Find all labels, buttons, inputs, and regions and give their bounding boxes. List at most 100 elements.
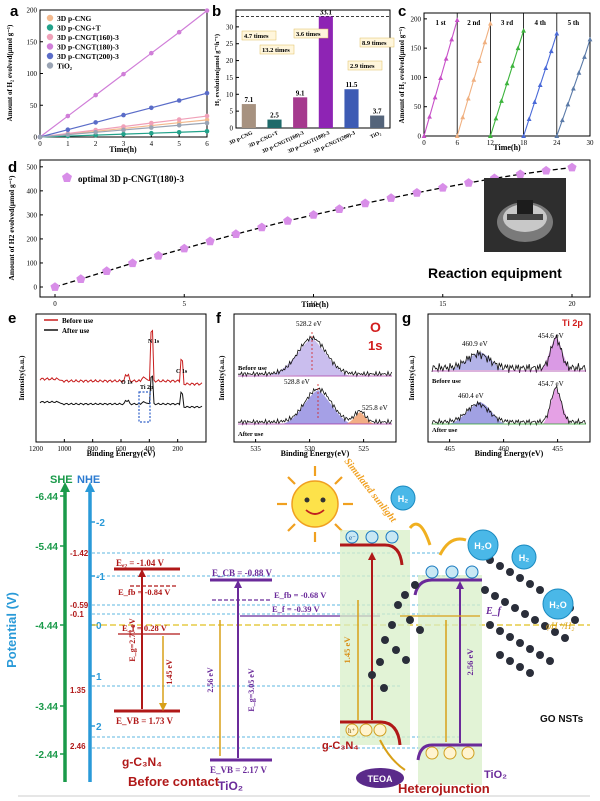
panel-e-before-curve — [39, 329, 203, 386]
panel-d-point — [283, 216, 293, 225]
panel-g-before-curve — [431, 334, 586, 373]
panel-e-xtick-label: 200 — [172, 445, 183, 453]
panel-b-value-label: 2.5 — [270, 112, 279, 120]
panel-d-legend-marker — [62, 172, 72, 182]
panel-b-value-label: 9.1 — [296, 89, 305, 97]
panel-a-ytick-label: 150 — [27, 38, 38, 46]
panel-b-annotation: 8.9 times — [362, 40, 387, 47]
h2o-arrow — [438, 537, 467, 556]
sunlight-label: Simulated sunlight — [342, 456, 399, 525]
go-nanosheets — [368, 556, 579, 692]
h2o-bubble-2: H₂O — [542, 588, 574, 620]
panel-c-point — [565, 101, 571, 107]
panel-e-xtick-label: 1000 — [57, 445, 72, 453]
panel-d-point — [76, 274, 86, 283]
panel-c-xtick-label: 30 — [587, 139, 595, 147]
nhe-tick-label: 0 — [96, 621, 102, 632]
panel-a-ytick-label: 100 — [27, 70, 38, 78]
panel-b-category-label: TiO₂ — [369, 130, 382, 140]
panel-a-point — [176, 129, 182, 135]
panel-b-bar — [344, 89, 359, 128]
panel-c-point — [454, 17, 460, 23]
teoa-label: TEOA — [367, 774, 393, 784]
panel-a-point — [176, 98, 182, 103]
panel-a-point — [204, 117, 210, 123]
panel-a-point — [149, 105, 154, 111]
hetero-tio2-vb — [416, 743, 482, 761]
panel-a-legend-label: TiO₂ — [57, 61, 73, 70]
panel-a-point — [121, 112, 126, 118]
panel-e: e Before use After use 1200 1000 800 600 400… — [8, 310, 207, 458]
panel-b-value-label: 3.7 — [373, 108, 382, 116]
panel-e-peak-o1s: O 1s — [121, 380, 133, 386]
panel-c-ytick-label: 150 — [411, 45, 422, 53]
panel-f-ylabel: Intensity(a.u.) — [217, 355, 226, 401]
panel-d-point — [412, 188, 422, 197]
panel-a-point — [149, 120, 154, 126]
panel-a-point — [121, 127, 126, 133]
panel-c-xlabel: Time(h) — [493, 143, 521, 152]
panel-a-point — [65, 127, 71, 132]
panel-b-ylabel: H₂ evolution(μmol g⁻¹h⁻¹) — [214, 34, 221, 106]
panel-a-point — [204, 90, 210, 96]
panel-f-xlabel: Binding Energy(eV) — [281, 449, 350, 458]
h2-bubble-1: H₂ — [390, 485, 416, 511]
panel-c-point — [532, 99, 538, 105]
panel-c-point — [543, 65, 549, 71]
panel-a-legend-marker — [46, 62, 54, 69]
panel-d-xlabel: Time(h) — [301, 300, 329, 309]
panel-c-point — [515, 45, 521, 51]
nhe-value-label: -1.42 — [70, 549, 89, 558]
nhe-tick-label: 2 — [96, 722, 102, 733]
tio2-eg-text: E_g=3.05 eV — [247, 668, 256, 711]
gcn-gap-arrowhead — [138, 569, 146, 577]
panel-c-ytick-label: 0 — [418, 133, 422, 141]
she-axis-arrow — [60, 482, 70, 492]
panel-d-ylabel: Amount of H2 evolved(μmol g⁻¹) — [7, 175, 16, 281]
panel-b-label: b — [212, 3, 221, 20]
h2-arrow — [408, 522, 432, 546]
panel-d-point — [515, 169, 525, 179]
panel-d-xtick-label: 15 — [439, 300, 447, 308]
panel-f-axes — [233, 313, 397, 443]
hole-label: h⁺ — [348, 727, 356, 735]
panel-e-ylabel: Intensity(a.u.) — [17, 355, 26, 401]
gcn-gap-text: 1.45 eV — [165, 659, 174, 685]
panel-d-ytick-label: 200 — [27, 235, 38, 243]
panel-d-point — [308, 210, 319, 219]
panel-b-bar — [267, 119, 282, 128]
h2-label-2: H₂ — [519, 553, 530, 563]
panel-c-point — [499, 98, 504, 103]
panel-d-point — [541, 165, 551, 175]
panel-a-xlabel: Time(h) — [109, 145, 137, 154]
h2o-label-2: H₂O — [549, 600, 567, 610]
panel-d-point — [257, 222, 267, 232]
panel-g-label: g — [402, 310, 411, 327]
panel-a-point — [121, 71, 126, 77]
gcn-eg-text: E_g=2.77 eV — [128, 618, 137, 661]
panel-g-peak-3: 460.4 eV — [458, 392, 484, 400]
panel-f-label: f — [216, 310, 222, 327]
panel-a-point — [93, 130, 98, 135]
panel-g-peak-4: 454.7 eV — [538, 380, 564, 388]
panel-d-xtick-label: 0 — [53, 300, 57, 308]
panel-c-label: c — [398, 3, 406, 20]
nhe-tick-label: -2 — [96, 518, 105, 529]
panel-g-axes — [427, 313, 591, 443]
sun-icon — [277, 466, 353, 542]
panel-d-point — [102, 266, 112, 275]
panel-c-cycle-label: 5 th — [568, 19, 580, 27]
panel-a-point — [204, 128, 210, 134]
panel-d-legend: optimal 3D p-CNGT(180)-3 — [78, 174, 184, 184]
reaction-equipment-photo — [484, 178, 566, 252]
panel-e-ti2p-box — [138, 391, 151, 423]
tio2-ef-text: E_f = -0.39 V — [272, 604, 321, 614]
panel-a-point — [176, 122, 182, 128]
panel-b-category-label: 3D p-CNGT(200)-3 — [312, 129, 356, 155]
hetero-ef-label: E_f — [485, 606, 503, 617]
panel-e-xlabel: Binding Energy(eV) — [87, 449, 156, 458]
gcn-efb-text: E_fb = -0.84 V — [118, 587, 171, 597]
panel-b-annotation: 2.9 times — [350, 63, 375, 70]
